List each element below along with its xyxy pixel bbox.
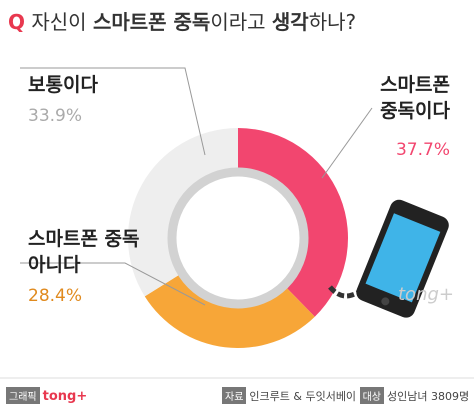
credit-tag: 그래픽	[6, 387, 40, 404]
target-text: 성인남녀 3809명	[386, 390, 470, 403]
source-tag: 자료	[222, 387, 247, 404]
title-part: 생각	[271, 10, 309, 34]
inner-ring	[167, 167, 309, 309]
chart-title: Q 자신이 스마트폰 중독이라고 생각하나?	[8, 6, 356, 35]
title-mark: Q	[8, 10, 26, 34]
source: 자료 인크루트 & 두잇서베이 대상 성인남녀 3809명	[222, 387, 469, 404]
title-text: 자신이 스마트폰 중독이라고 생각하나?	[31, 10, 356, 34]
title-part: 이라고	[210, 10, 272, 34]
title-part: 하나?	[308, 10, 357, 34]
category-label: 보통이다	[28, 74, 98, 96]
credit-logo: tong+	[42, 389, 88, 404]
title-part: 스마트폰 중독	[92, 10, 211, 34]
value-label: 28.4%	[28, 286, 83, 306]
target-tag: 대상	[359, 387, 384, 404]
leader-line	[20, 262, 206, 306]
leader-line	[321, 107, 373, 179]
source-text: 인크루트 & 두잇서베이	[249, 390, 357, 403]
category-label: 스마트폰 중독이다	[380, 74, 450, 122]
value-label: 37.7%	[395, 140, 450, 160]
donut-slice	[144, 275, 315, 348]
leader-line	[20, 67, 206, 156]
phone-illustration	[328, 199, 449, 318]
title-part: 자신이	[31, 10, 93, 34]
value-label: 33.9%	[28, 106, 83, 126]
credit: 그래픽 tong+	[6, 387, 87, 404]
category-label: 스마트폰 중독 아니다	[28, 228, 140, 276]
donut-slice	[238, 128, 348, 317]
donut-slice	[128, 128, 238, 297]
watermark: tong+	[398, 284, 454, 305]
